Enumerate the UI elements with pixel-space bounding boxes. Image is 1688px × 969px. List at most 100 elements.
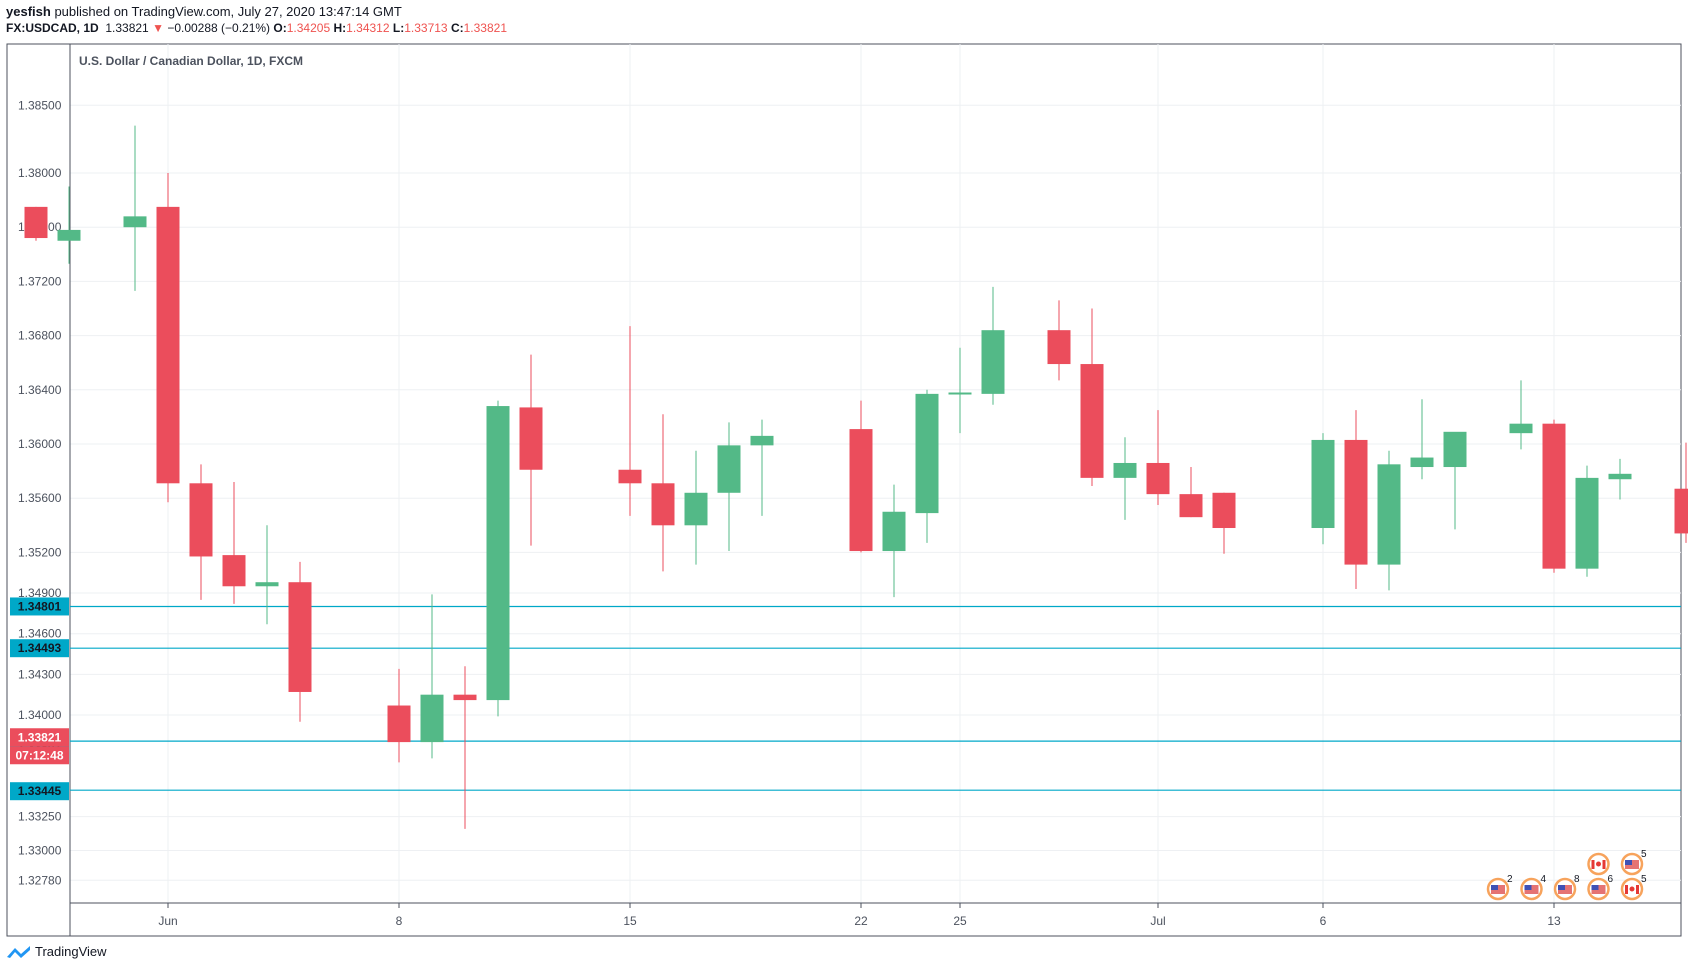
event-marker[interactable] (1587, 852, 1610, 876)
event-marker[interactable]: 5 (1620, 849, 1647, 876)
time-tick-label: 22 (854, 914, 868, 928)
candle[interactable] (849, 400, 873, 553)
candle[interactable] (1344, 410, 1368, 589)
candle[interactable] (1575, 465, 1599, 577)
candle[interactable] (1377, 450, 1401, 591)
candle[interactable] (1410, 399, 1434, 480)
economic-events[interactable]: 2 4 8 6 5 5 (1486, 849, 1647, 901)
price-tick-label: 1.33250 (18, 810, 62, 824)
price-tick-label: 1.34900 (18, 586, 62, 600)
change-value: −0.00288 (−0.21%) (167, 21, 271, 35)
candle[interactable] (24, 206, 48, 241)
event-count: 8 (1574, 874, 1580, 885)
horizontal-lines[interactable] (70, 605, 1681, 791)
event-marker[interactable]: 4 (1520, 874, 1547, 901)
candle[interactable] (123, 125, 147, 291)
candle[interactable] (1047, 300, 1071, 381)
event-count: 5 (1641, 849, 1647, 860)
event-count: 6 (1608, 874, 1614, 885)
time-tick-label: 25 (953, 914, 967, 928)
event-count: 4 (1541, 874, 1547, 885)
candle[interactable] (618, 326, 642, 516)
down-arrow-icon: ▼ (152, 21, 164, 35)
chart-title: U.S. Dollar / Canadian Dollar, 1D, FXCM (79, 54, 303, 68)
candle[interactable] (981, 286, 1005, 405)
candle-body (519, 407, 543, 470)
candle[interactable] (519, 354, 543, 546)
candle[interactable] (1113, 437, 1137, 520)
candle[interactable] (288, 561, 312, 722)
candle[interactable] (1212, 492, 1236, 554)
grid-lines (70, 44, 1681, 903)
event-marker[interactable]: 8 (1553, 874, 1580, 901)
candle-body (1080, 364, 1104, 478)
last-price-label-bg (10, 728, 69, 747)
countdown-label-bg (10, 746, 69, 765)
event-marker[interactable]: 2 (1486, 874, 1513, 901)
candle[interactable] (1311, 433, 1335, 545)
candle-body (750, 435, 774, 446)
candle-body (255, 582, 279, 587)
candle[interactable] (57, 186, 81, 264)
time-tick-label: 15 (623, 914, 637, 928)
candle-body (1410, 457, 1434, 468)
candle[interactable] (651, 414, 675, 572)
candle-body (1443, 431, 1467, 468)
flag-canton (1524, 885, 1532, 890)
candle-body (1608, 473, 1632, 480)
last-price-value: 1.33821 (105, 21, 149, 35)
candle[interactable] (1509, 380, 1533, 450)
candle[interactable] (486, 400, 510, 717)
candle[interactable] (1146, 410, 1170, 505)
candle-body (156, 206, 180, 484)
candle[interactable] (915, 389, 939, 543)
candle[interactable] (882, 484, 906, 598)
candle[interactable] (1443, 431, 1467, 530)
candle[interactable] (1608, 458, 1632, 500)
candle[interactable] (1179, 467, 1203, 518)
candle[interactable] (1674, 442, 1688, 543)
candle[interactable] (387, 668, 411, 763)
flag-canton (1558, 885, 1565, 890)
candle[interactable] (1542, 419, 1566, 573)
candle-body (1674, 488, 1688, 534)
candle[interactable] (222, 481, 246, 604)
candle[interactable] (1080, 308, 1104, 487)
publisher-name[interactable]: yesfish (6, 4, 51, 19)
time-axis[interactable]: Jun8152225Jul6132027Aug (158, 903, 1688, 928)
high-label: H: (333, 21, 347, 35)
publish-info: yesfish published on TradingView.com, Ju… (6, 4, 402, 19)
event-marker[interactable]: 6 (1587, 874, 1614, 901)
maple-leaf (1629, 886, 1635, 892)
candles[interactable] (24, 125, 1688, 829)
candle[interactable] (717, 422, 741, 552)
candle[interactable] (750, 419, 774, 516)
candle[interactable] (156, 173, 180, 503)
tradingview-footer[interactable]: TradingView (6, 944, 107, 959)
candle-body (1047, 330, 1071, 365)
price-tick-label: 1.36400 (18, 383, 62, 397)
candle-body (486, 406, 510, 701)
event-marker[interactable]: 5 (1620, 874, 1647, 901)
price-tick-label: 1.32780 (18, 873, 62, 887)
candle[interactable] (948, 347, 972, 434)
candle-body (1542, 423, 1566, 569)
candle-body (849, 429, 873, 552)
candle-body (717, 445, 741, 493)
candle-body (1113, 462, 1137, 478)
price-tick-label: 1.35600 (18, 491, 62, 505)
candle[interactable] (684, 450, 708, 565)
candle-body (651, 483, 675, 526)
symbol-name[interactable]: FX:USDCAD, 1D (6, 21, 99, 35)
symbol-legend: FX:USDCAD, 1D 1.33821 ▼ −0.00288 (−0.21%… (6, 21, 507, 35)
candle[interactable] (420, 594, 444, 759)
line-price-label-bg (10, 639, 69, 658)
candle-body (1146, 462, 1170, 495)
candle[interactable] (189, 464, 213, 600)
flag-band-left (1591, 860, 1595, 869)
candle[interactable] (453, 666, 477, 829)
candle-body (453, 694, 477, 701)
candle[interactable] (255, 525, 279, 625)
candle-body (1575, 477, 1599, 569)
